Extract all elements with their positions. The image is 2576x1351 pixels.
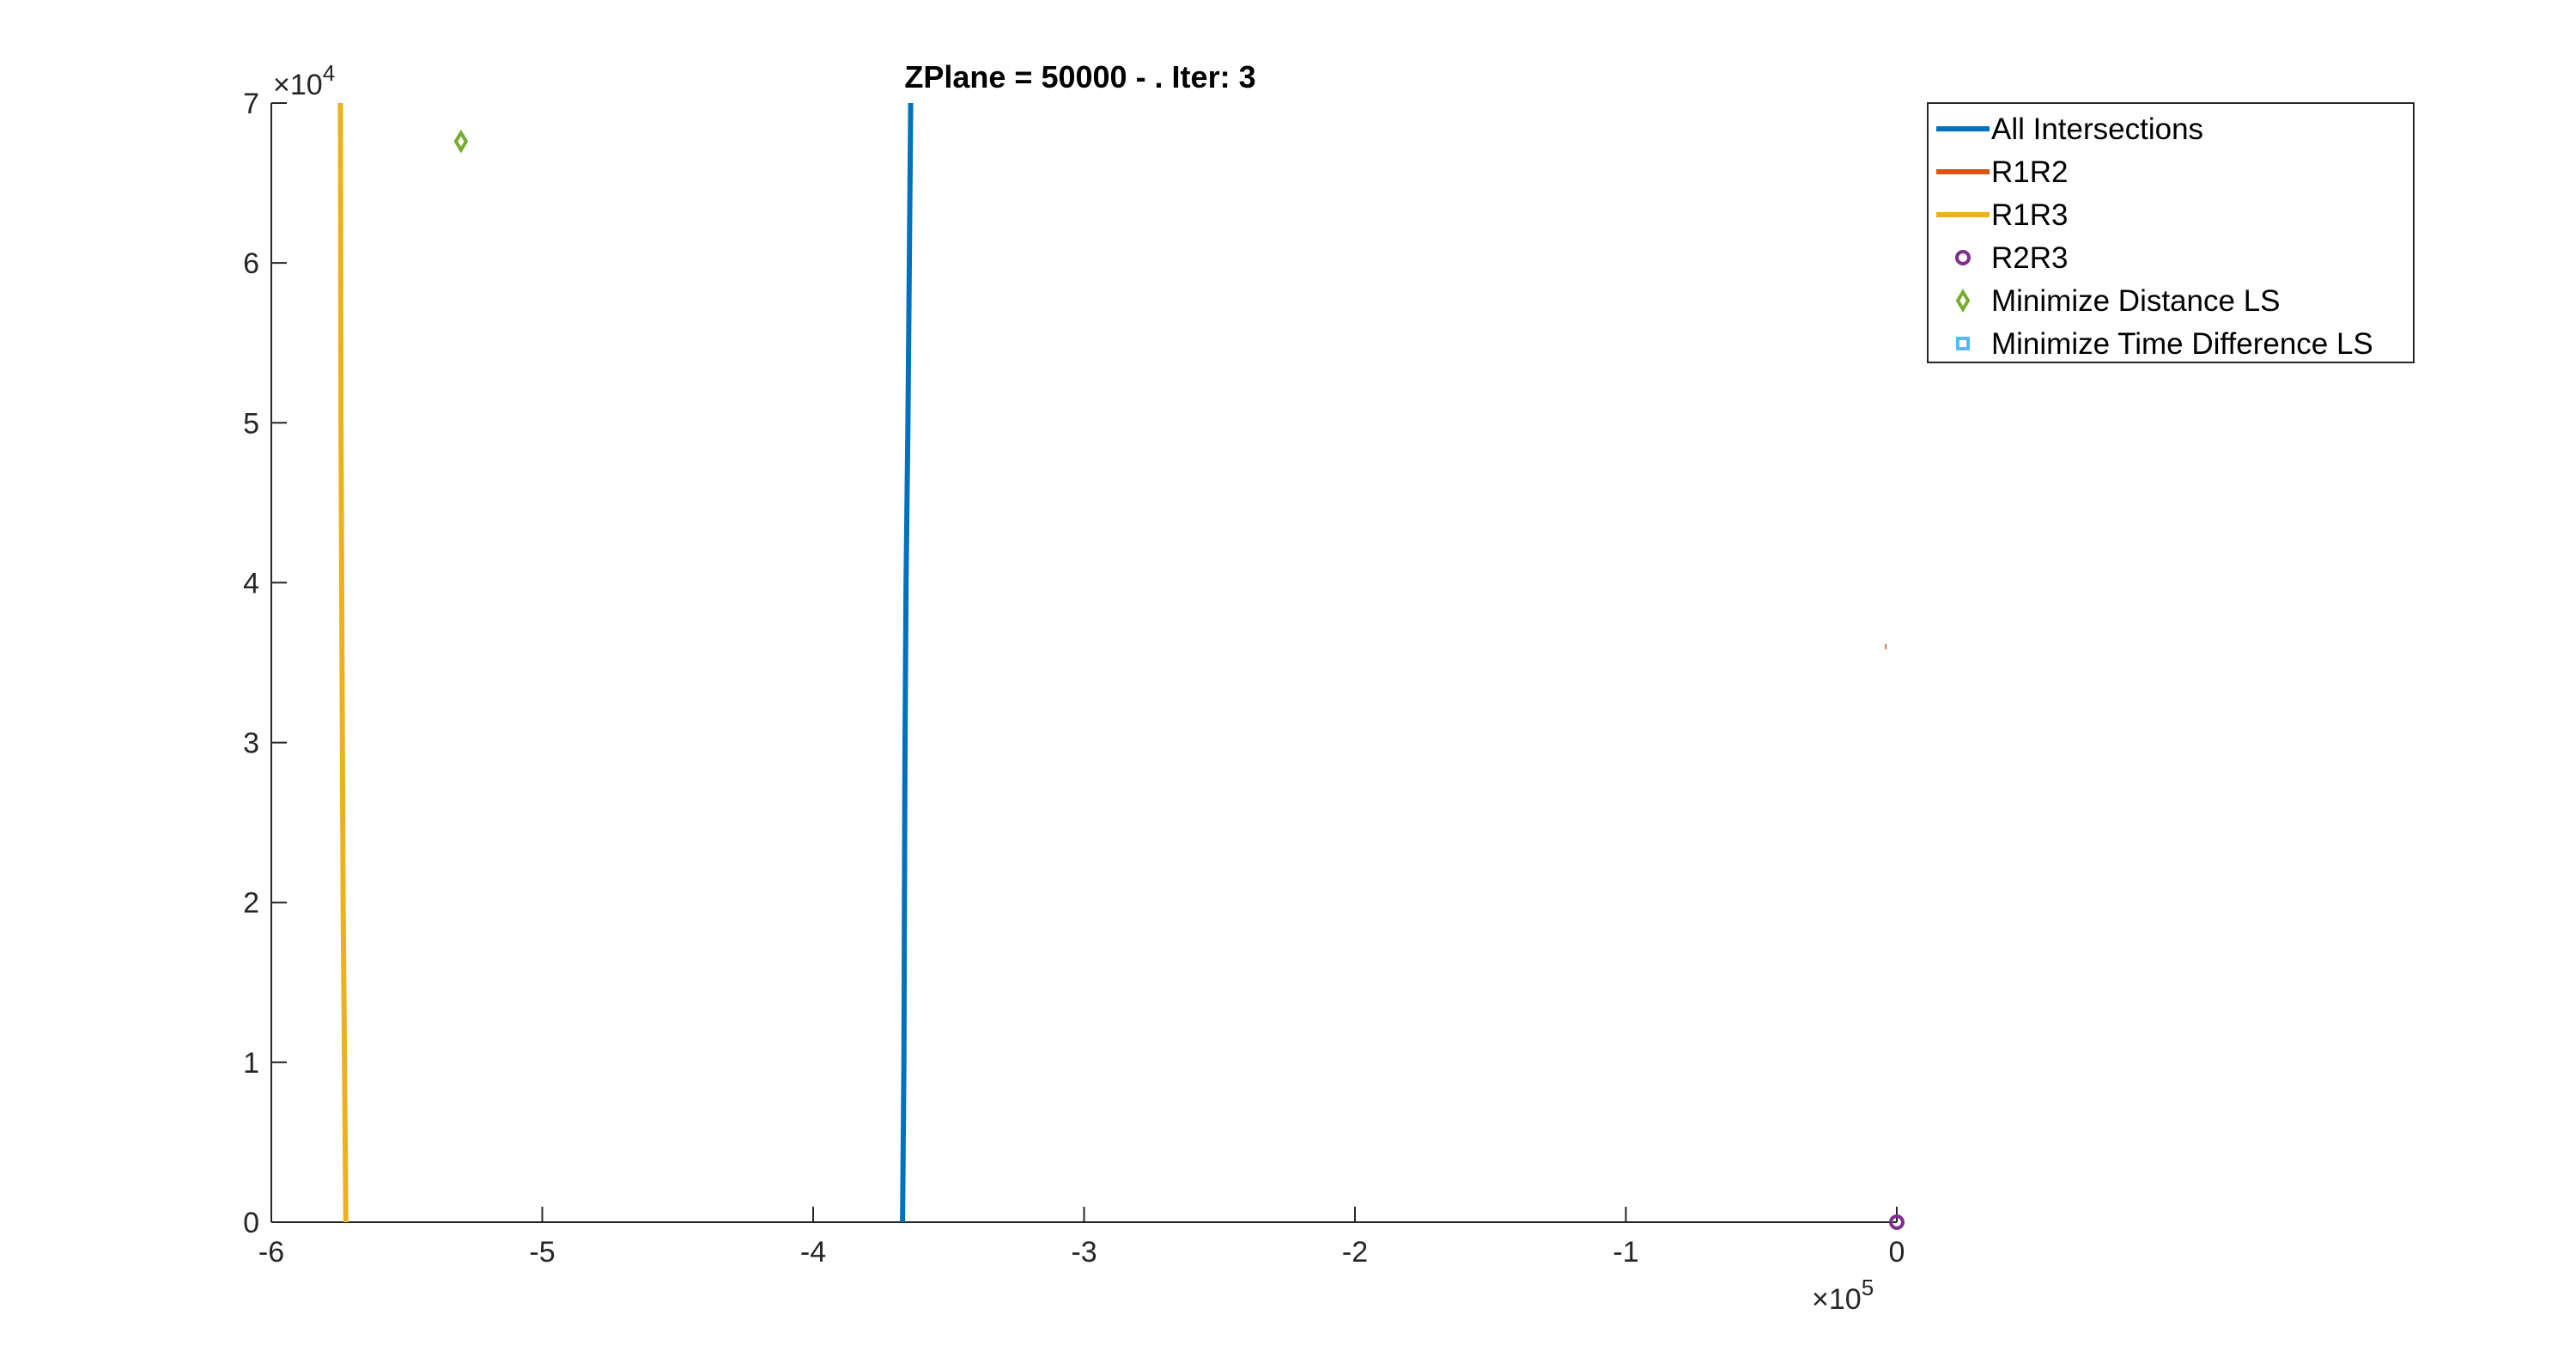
legend-label: All Intersections	[1991, 113, 2203, 146]
svg-text:×105: ×105	[1812, 1275, 1874, 1316]
legend-item-all-intersections[interactable]: All Intersections	[1936, 113, 2203, 146]
legend-label: R1R3	[1991, 198, 2068, 232]
y-tick-label: 3	[243, 727, 259, 760]
y-tick-label: 6	[243, 247, 259, 280]
legend-label: R2R3	[1991, 241, 2068, 275]
chart-title: ZPlane = 50000 - . Iter: 3	[904, 59, 1255, 94]
legend-label: R1R2	[1991, 155, 2068, 189]
x-tick-label: -2	[1342, 1236, 1368, 1269]
plot-area	[337, 102, 1905, 1230]
x-tick-label: -1	[1613, 1236, 1638, 1269]
series-line-all-intersections	[900, 102, 914, 1223]
x-tick-label: -5	[529, 1236, 555, 1269]
legend[interactable]: All Intersections R1R2 R1R3 R2R3 Minimize Di…	[1927, 102, 2415, 363]
legend-label: Minimize Time Difference LS	[1991, 327, 2373, 361]
legend-swatch	[1955, 250, 1971, 265]
legend-item-r1r2[interactable]: R1R2	[1936, 155, 2068, 189]
y-tick-label: 4	[243, 567, 259, 599]
y-tick-label: 5	[243, 407, 259, 440]
legend-swatch	[1955, 289, 1971, 313]
data-point-r2r3	[1889, 1214, 1905, 1230]
axes: -6 -5 -4 -3 -2 -1 0 0 1 2 3 4 5 6 7	[243, 88, 1905, 1269]
y-tick-label: 1	[243, 1047, 259, 1080]
x-exponent-base: ×10	[1812, 1283, 1862, 1316]
x-tick-label: 0	[1889, 1236, 1905, 1269]
legend-item-minimize-distance-ls[interactable]: Minimize Distance LS	[1955, 284, 2281, 318]
legend-label: Minimize Distance LS	[1991, 284, 2281, 318]
legend-swatch	[1956, 337, 1970, 350]
y-tick-label: 2	[243, 887, 259, 920]
x-tick-label: -3	[1071, 1236, 1097, 1269]
x-axis-exponent: ×105	[1812, 1275, 1874, 1316]
y-axis-exponent: ×104	[273, 60, 335, 101]
svg-text:×104: ×104	[273, 60, 335, 101]
y-exponent-power: 4	[323, 60, 335, 86]
legend-item-r1r3[interactable]: R1R3	[1936, 198, 2068, 232]
x-exponent-power: 5	[1862, 1275, 1874, 1300]
legend-item-r2r3[interactable]: R2R3	[1955, 241, 2068, 275]
x-tick-label: -6	[258, 1236, 284, 1269]
legend-box	[1927, 102, 2415, 363]
x-tick-label: -4	[800, 1236, 826, 1269]
data-point-minimize-distance-ls	[453, 129, 469, 154]
series-line-r1r3	[337, 102, 349, 1223]
y-exponent-base: ×10	[273, 69, 323, 101]
y-tick-label: 7	[243, 88, 259, 120]
y-tick-label: 0	[243, 1207, 259, 1239]
legend-item-minimize-time-difference-ls[interactable]: Minimize Time Difference LS	[1956, 327, 2373, 361]
